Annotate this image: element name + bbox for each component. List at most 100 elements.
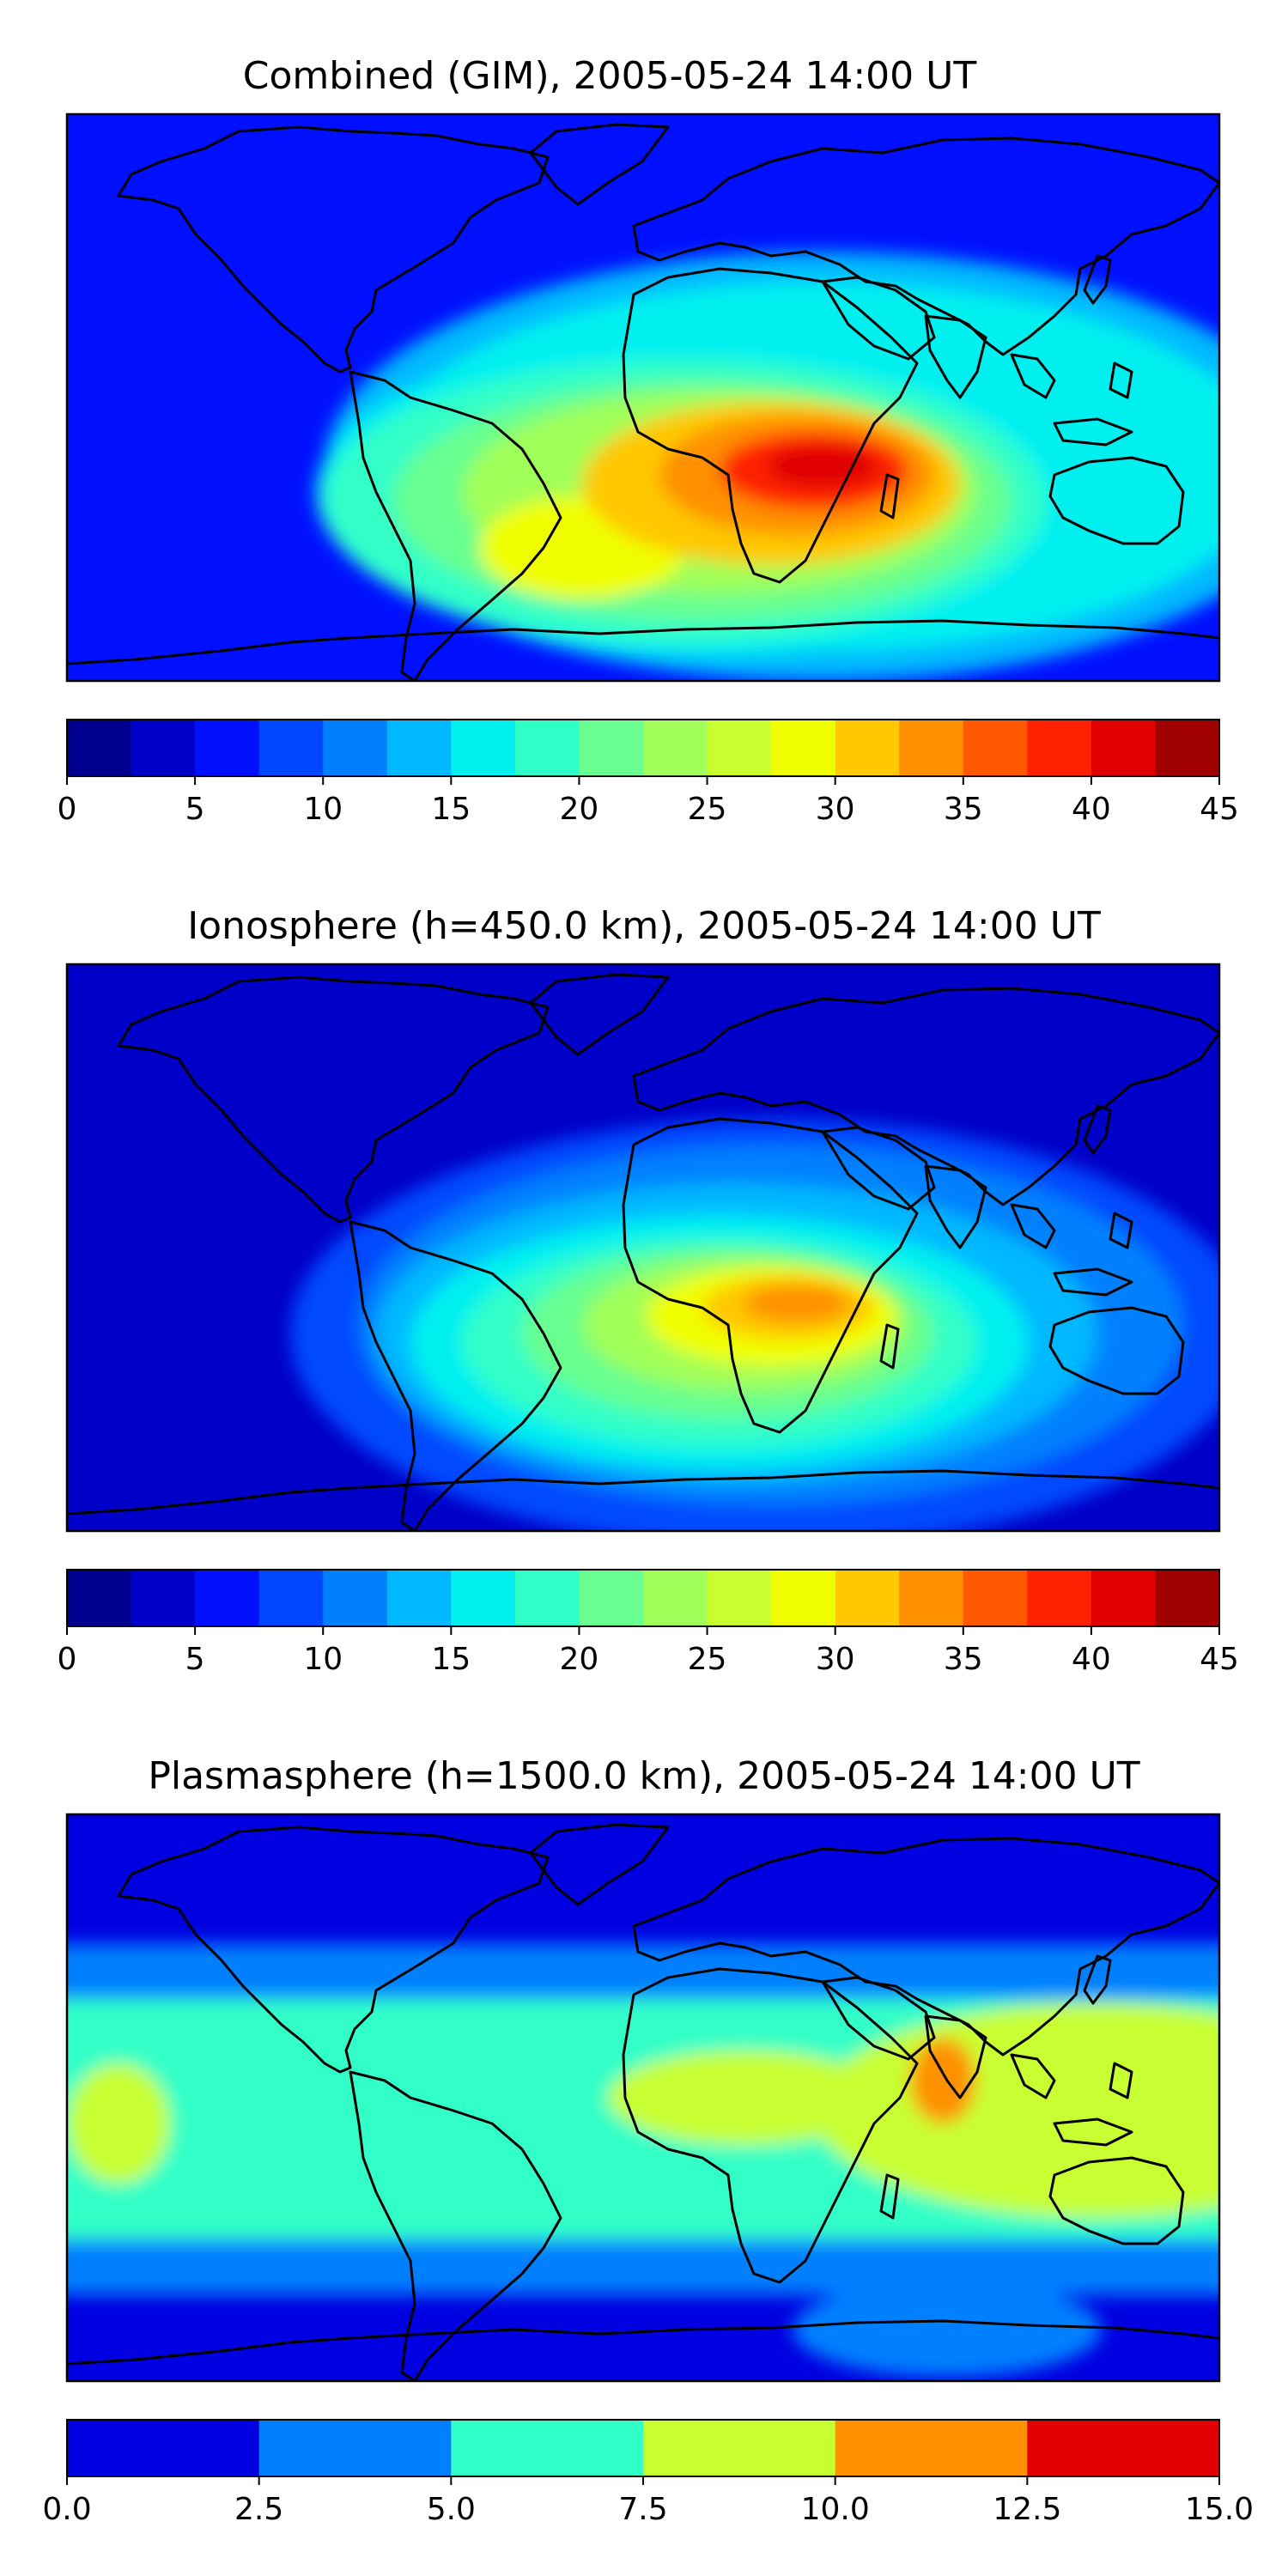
coastline xyxy=(529,123,670,206)
colorbar-swatch xyxy=(323,720,388,776)
panel-ionosphere: Ionosphere (h=450.0 km), 2005-05-24 14:0… xyxy=(58,904,1239,1677)
colorbar-tick-label: 10 xyxy=(303,792,343,827)
coastline xyxy=(1109,1212,1133,1249)
colorbar-swatch xyxy=(195,720,260,776)
coastline xyxy=(1048,1306,1185,1395)
panel-title: Plasmasphere (h=1500.0 km), 2005-05-24 1… xyxy=(148,1754,1139,1798)
colorbar-tick-label: 15 xyxy=(431,792,471,827)
colorbar-swatch xyxy=(1155,1570,1220,1626)
colorbar-swatch xyxy=(1091,720,1157,776)
colorbar-tick-label: 30 xyxy=(816,792,855,827)
map-frame xyxy=(65,963,1221,1533)
colorbar-swatch xyxy=(643,2420,836,2476)
colorbar-swatch xyxy=(451,1570,516,1626)
contour-region xyxy=(793,2282,1102,2377)
tec-map xyxy=(65,1813,1221,2383)
contour-region xyxy=(767,445,878,488)
coastline xyxy=(924,1164,987,1249)
coastline xyxy=(1010,353,1056,399)
colorbar-tick-label: 30 xyxy=(816,1642,855,1677)
contour-region xyxy=(814,2003,1219,2218)
coastline xyxy=(67,619,1219,665)
coastline xyxy=(117,1826,550,2074)
map-frame xyxy=(65,112,1221,683)
colorbar-tick-label: 25 xyxy=(688,792,727,827)
colorbar-swatch xyxy=(899,1570,964,1626)
coastline xyxy=(117,125,550,374)
colorbar-tick-label: 10 xyxy=(303,1642,343,1677)
colorbar-swatch xyxy=(323,1570,388,1626)
colorbar-tick-label: 35 xyxy=(944,1642,983,1677)
colorbar-tick-label: 15 xyxy=(431,1642,471,1677)
colorbar-swatch xyxy=(451,2420,644,2476)
coastline xyxy=(879,1323,900,1370)
colorbar-swatch xyxy=(258,720,324,776)
coastlines xyxy=(67,123,1219,681)
contour-region xyxy=(910,2038,975,2123)
panel-title: Combined (GIM), 2005-05-24 14:00 UT xyxy=(243,54,977,98)
colorbar-swatch xyxy=(131,1570,196,1626)
colorbar-tick-label: 10.0 xyxy=(801,2492,870,2527)
coastline xyxy=(529,1823,670,1906)
colorbar-swatch xyxy=(195,1570,260,1626)
colorbar-swatch xyxy=(131,720,196,776)
tec-contours xyxy=(290,1119,1219,1531)
panel-title: Ionosphere (h=450.0 km), 2005-05-24 14:0… xyxy=(187,904,1101,948)
tec-map xyxy=(65,963,1221,1533)
colorbar-swatch xyxy=(899,720,964,776)
coastline xyxy=(632,137,1219,356)
colorbar-swatch xyxy=(67,720,132,776)
colorbar-tick-label: 5 xyxy=(185,792,205,827)
colorbar-swatch xyxy=(963,720,1028,776)
colorbar-swatch xyxy=(963,1570,1028,1626)
coastline xyxy=(924,314,987,399)
coastline xyxy=(1109,2062,1133,2099)
coastline xyxy=(1083,254,1112,305)
colorbar-tick-label: 40 xyxy=(1072,1642,1111,1677)
colorbar-swatch xyxy=(1155,720,1220,776)
coastline xyxy=(1010,1203,1056,1249)
contour-region xyxy=(67,2063,170,2184)
colorbar-swatch xyxy=(643,1570,708,1626)
coastline xyxy=(529,973,670,1056)
coastline xyxy=(1083,1954,1112,2005)
coastline xyxy=(879,2173,900,2220)
colorbar-tick-label: 2.5 xyxy=(234,2492,283,2527)
coastline xyxy=(1048,2156,1185,2245)
contour-region xyxy=(608,2050,883,2145)
colorbar-swatch xyxy=(386,720,452,776)
tec-contours xyxy=(316,252,1219,681)
colorbar-tick-label: 12.5 xyxy=(993,2492,1061,2527)
colorbar-tick-label: 40 xyxy=(1072,792,1111,827)
coastline xyxy=(1083,1104,1112,1155)
colorbar-swatch xyxy=(707,720,772,776)
colorbar: 0 5 10 15 20 25 30 35 40 45 xyxy=(58,719,1239,827)
colorbar-swatch xyxy=(579,1570,644,1626)
colorbar-tick-label: 0.0 xyxy=(42,2492,91,2527)
colorbar-tick-label: 45 xyxy=(1200,792,1239,827)
colorbar-tick-label: 7.5 xyxy=(618,2492,667,2527)
coastlines xyxy=(67,973,1219,1531)
colorbar-frame xyxy=(66,1569,1220,1627)
coastline xyxy=(821,1976,936,2061)
coastline xyxy=(1053,417,1133,447)
coastline xyxy=(632,987,1219,1206)
colorbar-swatch xyxy=(258,1570,324,1626)
colorbar-swatch xyxy=(1027,720,1092,776)
colorbar-tick-label: 5.0 xyxy=(427,2492,476,2527)
colorbar-tick-label: 35 xyxy=(944,792,983,827)
colorbar-swatch xyxy=(258,2420,452,2476)
colorbar-swatch xyxy=(1027,2420,1220,2476)
colorbar-swatch xyxy=(835,720,900,776)
coastline xyxy=(879,473,900,519)
coastline xyxy=(67,2319,1219,2366)
coastlines xyxy=(67,1823,1219,2381)
colorbar: 0 5 10 15 20 25 30 35 40 45 xyxy=(58,1569,1239,1677)
coastline xyxy=(1053,2117,1133,2147)
colorbar-tick-label: 0 xyxy=(58,792,77,827)
colorbar-tick-label: 15.0 xyxy=(1185,2492,1254,2527)
coastline xyxy=(67,1469,1219,1516)
colorbar-swatch xyxy=(514,720,580,776)
colorbar-swatch xyxy=(1027,1570,1092,1626)
coastline xyxy=(349,2070,562,2381)
